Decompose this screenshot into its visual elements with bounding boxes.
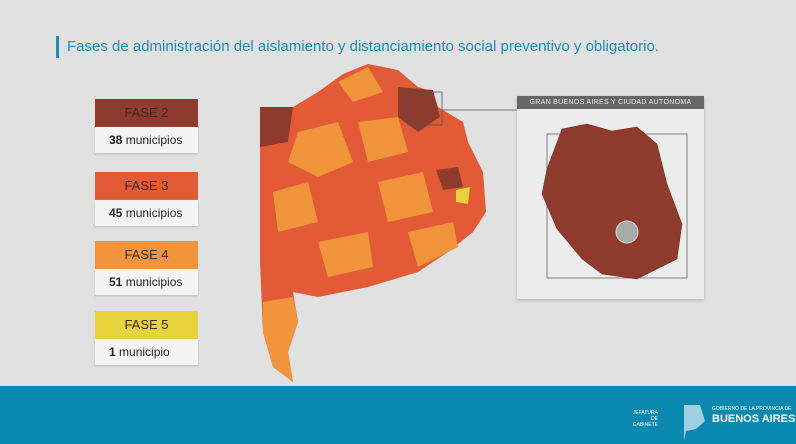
phase-count: 38 municipios [95,127,198,153]
legend-fase-2: FASE 2 38 municipios [95,99,198,153]
phase-count: 51 municipios [95,269,198,295]
legend-fase-4: FASE 4 51 municipios [95,241,198,295]
province-map [260,64,517,382]
phase-label: FASE 3 [95,172,198,200]
inset-title: GRAN BUENOS AIRES Y CIUDAD AUTÓNOMA [517,96,704,109]
phase-label: FASE 2 [95,99,198,127]
footer-org-1: JEFATURA DE GABINETE [632,410,658,428]
gba-inset: GRAN BUENOS AIRES Y CIUDAD AUTÓNOMA [517,96,704,299]
footer-org-2-small: GOBIERNO DE LA PROVINCIA DE [712,406,792,412]
phase-label: FASE 5 [95,311,198,339]
phase-count: 45 municipios [95,200,198,226]
page-title: Fases de administración del aislamiento … [56,36,659,58]
province-logo-icon [684,405,705,441]
legend-fase-3: FASE 3 45 municipios [95,172,198,226]
footer-org-2: BUENOS AIRES [712,413,796,425]
footer-bar: JEFATURA DE GABINETE GOBIERNO DE LA PROV… [0,386,796,444]
gba-map [541,123,688,280]
legend-fase-5: FASE 5 1 municipio [95,311,198,365]
phase-label: FASE 4 [95,241,198,269]
phase-count: 1 municipio [95,339,198,365]
